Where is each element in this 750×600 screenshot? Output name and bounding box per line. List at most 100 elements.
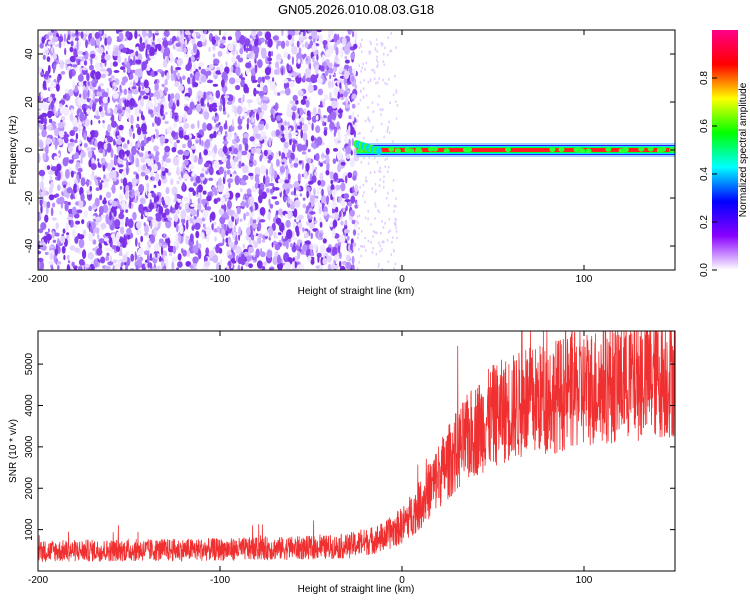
heatmap-cell	[302, 227, 305, 232]
heatmap-cell	[200, 74, 207, 83]
heatmap-cell	[40, 90, 43, 99]
heatmap-cell	[236, 55, 242, 60]
heatmap-cell	[339, 234, 346, 244]
heatmap-cell	[97, 86, 102, 92]
y-tick-label: 20	[24, 96, 35, 108]
heatmap-cell	[218, 131, 221, 137]
heatmap-cell	[105, 247, 111, 252]
heatmap-cell	[112, 92, 120, 99]
heatmap-cell	[68, 159, 74, 164]
heatmap-cell	[77, 97, 82, 106]
heatmap-cell	[151, 192, 156, 198]
heatmap-cell	[392, 140, 394, 143]
heatmap-cell	[46, 201, 51, 209]
heatmap-cell	[333, 63, 340, 68]
heatmap-cell	[86, 108, 91, 115]
heatmap-cell	[392, 179, 395, 182]
heatmap-cell	[344, 56, 348, 60]
heatmap-cell	[135, 46, 140, 51]
colorbar-gradient	[712, 30, 738, 270]
heatmap-cell	[120, 178, 123, 184]
heatmap-cell	[61, 180, 68, 187]
heatmap-cell	[303, 53, 307, 58]
heatmap-cell	[72, 80, 75, 91]
heatmap-cell	[375, 58, 378, 62]
heatmap-cell	[221, 71, 228, 81]
heatmap-cell	[121, 242, 127, 248]
heatmap-cell	[146, 44, 151, 50]
heatmap-cell	[219, 39, 226, 44]
heatmap-cell	[306, 116, 312, 121]
heatmap-cell	[344, 59, 350, 64]
heatmap-cell	[166, 55, 169, 64]
heatmap-cell	[196, 208, 199, 218]
heatmap-cell	[218, 122, 221, 126]
heatmap-cell	[331, 189, 335, 198]
heatmap-cell	[116, 109, 123, 114]
heatmap-cell	[119, 84, 122, 93]
heatmap-cell	[354, 122, 357, 130]
heatmap-cell	[388, 78, 390, 81]
heatmap-cell	[330, 111, 337, 120]
heatmap-cell	[49, 75, 52, 78]
heatmap-cell	[127, 139, 130, 145]
heatmap-cell	[216, 226, 221, 233]
heatmap-cell	[56, 163, 62, 172]
heatmap-cell	[183, 47, 187, 54]
heatmap-cell	[319, 244, 326, 255]
heatmap-cell	[394, 262, 397, 266]
heatmap-cell	[322, 98, 325, 108]
heatmap-cell	[59, 103, 63, 107]
heatmap-cell	[347, 235, 350, 241]
heatmap-cell	[138, 43, 145, 52]
heatmap-cell	[80, 155, 83, 165]
heatmap-cell	[257, 237, 262, 245]
x-tick-label: -100	[210, 274, 230, 285]
heatmap-cell	[58, 41, 62, 49]
heatmap-cell	[178, 115, 183, 123]
heatmap-cell	[273, 240, 277, 246]
heatmap-cell	[231, 56, 236, 64]
heatmap-cell	[233, 147, 239, 155]
heatmap-cell	[206, 79, 214, 84]
heatmap-cell	[368, 119, 371, 122]
heatmap-cell	[312, 56, 315, 63]
heatmap-cell	[130, 69, 136, 74]
heatmap-cell	[268, 149, 272, 153]
heatmap-cell	[95, 62, 101, 70]
heatmap-cell	[315, 153, 320, 162]
heatmap-cell	[181, 248, 184, 254]
heatmap-cell	[386, 170, 389, 173]
heatmap-cell	[375, 38, 378, 41]
heatmap-cell	[106, 142, 112, 153]
heatmap-cell	[309, 194, 315, 205]
heatmap-cell	[331, 262, 336, 270]
heatmap-cell	[385, 197, 388, 200]
heatmap-cell	[361, 230, 363, 233]
heatmap-cell	[126, 99, 130, 109]
heatmap-cell	[165, 258, 169, 268]
heatmap-cell	[93, 258, 99, 269]
heatmap-cell	[273, 231, 277, 239]
heatmap-cell	[369, 51, 372, 54]
x-tick-label: 0	[399, 575, 405, 586]
heatmap-cell	[279, 90, 286, 94]
heatmap-cell	[379, 249, 381, 253]
heatmap-cell	[236, 105, 243, 115]
heatmap-cell	[286, 63, 290, 71]
heatmap-cell	[226, 199, 232, 210]
heatmap-cell	[169, 136, 174, 145]
heatmap-cell	[347, 30, 352, 35]
heatmap-cell	[283, 51, 288, 58]
heatmap-cell	[344, 199, 351, 203]
heatmap-cell	[319, 221, 323, 228]
heatmap-cell	[284, 87, 291, 96]
heatmap-cell	[118, 124, 124, 131]
heatmap-cell	[231, 65, 234, 73]
heatmap-cell	[252, 36, 256, 40]
heatmap-cell	[45, 43, 48, 47]
heatmap-cell	[104, 232, 112, 237]
heatmap-cell	[292, 257, 296, 262]
heatmap-cell	[90, 163, 97, 171]
